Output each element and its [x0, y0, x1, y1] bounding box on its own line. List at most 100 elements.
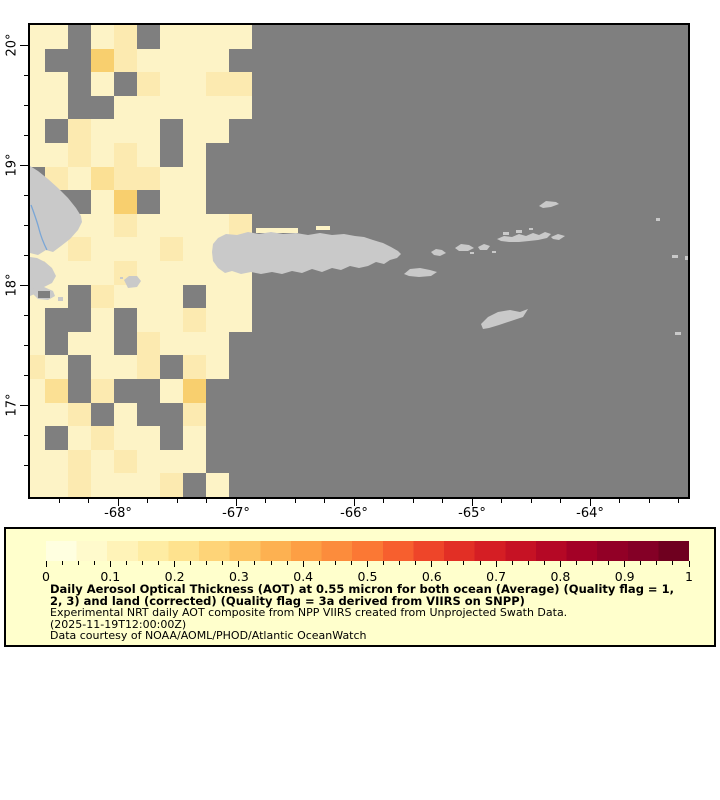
- culebra-island: [431, 249, 446, 256]
- aot-grid-cell: [114, 449, 137, 474]
- colorbar-tick-label: 0: [42, 569, 50, 584]
- colorbar-tick-label: 1: [685, 569, 693, 584]
- aot-grid-cell: [91, 473, 114, 497]
- aot-grid-cell: [206, 25, 229, 49]
- aot-grid-cell: [114, 190, 137, 214]
- aot-grid-cell: [114, 25, 137, 49]
- colorbar-major-tick: [624, 561, 626, 567]
- aot-grid-cell: [114, 473, 137, 497]
- colorbar-minor-tick: [511, 561, 513, 565]
- aot-grid-cell: [160, 48, 183, 73]
- lon-minor-tick: [530, 499, 532, 503]
- aot-grid-cell: [114, 166, 137, 191]
- colorbar-tick-label: 0.5: [357, 569, 378, 584]
- legend-panel: 0 0.1 0.2 0.3 0.4 0.5 0.6 0.7 0.8 0.9 1 Daily Aero…: [4, 527, 716, 647]
- st-john-island: [478, 244, 490, 250]
- colorbar-tick-label: 0.2: [164, 569, 185, 584]
- lat-major-tick: [20, 44, 28, 46]
- aot-grid-cell: [91, 308, 114, 332]
- aot-grid-cell: [91, 379, 114, 403]
- colorbar-minor-tick: [206, 561, 208, 565]
- aot-grid-cell: [206, 48, 229, 73]
- aot-grid-cell: [160, 190, 183, 214]
- aot-grid-cell: [160, 25, 183, 49]
- colorbar-major-tick: [688, 561, 690, 567]
- aot-grid-cell: [183, 426, 206, 450]
- lon-minor-tick: [265, 499, 266, 503]
- colorbar-minor-tick: [640, 561, 642, 565]
- aot-grid-cell: [137, 331, 160, 356]
- colorbar-minor-tick: [608, 561, 610, 565]
- aot-grid-cell: [206, 95, 229, 120]
- colorbar-minor-tick: [656, 561, 658, 565]
- aot-grid-cell: [137, 72, 160, 96]
- aot-grid-cell: [183, 449, 206, 474]
- aot-grid-cell: [137, 355, 160, 379]
- aot-grid-cell: [137, 284, 160, 309]
- aot-grid-cell: [30, 379, 45, 403]
- aot-grid-cell: [183, 213, 206, 238]
- mona-island: [124, 276, 141, 288]
- colorbar-tick-label: 0.3: [228, 569, 249, 584]
- aot-grid-cell: [30, 48, 45, 73]
- aot-grid-cell: [229, 308, 252, 332]
- aot-grid-cell: [114, 119, 137, 143]
- aot-grid-cell: [30, 143, 45, 167]
- aot-grid-cell: [68, 402, 91, 427]
- islet: [58, 297, 63, 301]
- river-line: [30, 204, 48, 251]
- lat-major-tick: [20, 404, 28, 406]
- colorbar-minor-tick: [125, 561, 127, 565]
- colorbar-minor-tick: [463, 561, 465, 565]
- lon-minor-tick: [206, 499, 207, 503]
- colorbar-minor-tick: [399, 561, 401, 565]
- colorbar-tick-label: 0.9: [614, 569, 635, 584]
- aot-grid-cell: [137, 237, 160, 261]
- colorbar-tick-label: 0.8: [550, 569, 571, 584]
- colorbar-major-tick: [431, 561, 433, 567]
- lon-major-tick: [235, 499, 237, 506]
- aot-grid-cell: [91, 331, 114, 356]
- lat-major-tick: [20, 284, 28, 286]
- aot-grid-cell: [30, 95, 45, 120]
- aot-grid-cell: [114, 143, 137, 167]
- lon-minor-tick: [324, 499, 325, 503]
- lat-tick-label: 18°: [4, 273, 20, 297]
- aot-grid-cell: [160, 261, 183, 285]
- colorbar-major-tick: [302, 561, 304, 567]
- legend-info-line-2: (2025-11-19T12:00:00Z): [50, 617, 187, 631]
- lat-tick-label: 19°: [4, 153, 20, 177]
- lon-tick-label: -68°: [104, 506, 132, 521]
- colorbar-minor-tick: [222, 561, 224, 565]
- islet: [529, 228, 533, 230]
- aot-grid-cell: [68, 237, 91, 261]
- aot-grid-cell: [45, 95, 68, 120]
- lon-tick-label: -65°: [458, 506, 486, 521]
- aot-grid-cell: [114, 213, 137, 238]
- colorbar-minor-tick: [318, 561, 320, 565]
- coastal-aot-patch: [256, 228, 298, 233]
- lon-minor-tick: [294, 499, 296, 503]
- virgin-gorda-island: [551, 234, 565, 240]
- aot-grid-cell: [160, 331, 183, 356]
- lon-minor-tick: [88, 499, 89, 503]
- colorbar-minor-tick: [334, 561, 336, 565]
- aot-grid-cell: [30, 72, 45, 96]
- aot-grid-cell: [114, 355, 137, 379]
- colorbar-minor-tick: [592, 561, 594, 565]
- colorbar-tick-label: 0.4: [293, 569, 314, 584]
- colorbar-minor-tick: [527, 561, 529, 565]
- aot-grid-cell: [137, 166, 160, 191]
- aot-grid-cell: [206, 284, 229, 309]
- colorbar-minor-tick: [447, 561, 449, 565]
- aot-grid-cell: [114, 402, 137, 427]
- puerto-rico-landmass: [212, 232, 401, 274]
- colorbar-gradient: [46, 541, 689, 561]
- land-layer: [30, 166, 688, 335]
- colorbar-ticks: 0 0.1 0.2 0.3 0.4 0.5 0.6 0.7 0.8 0.9 1: [6, 529, 714, 584]
- aot-grid-cell: [30, 308, 45, 332]
- lon-minor-tick: [383, 499, 384, 503]
- aot-grid-cell: [45, 143, 68, 167]
- aot-grid-cell: [114, 237, 137, 261]
